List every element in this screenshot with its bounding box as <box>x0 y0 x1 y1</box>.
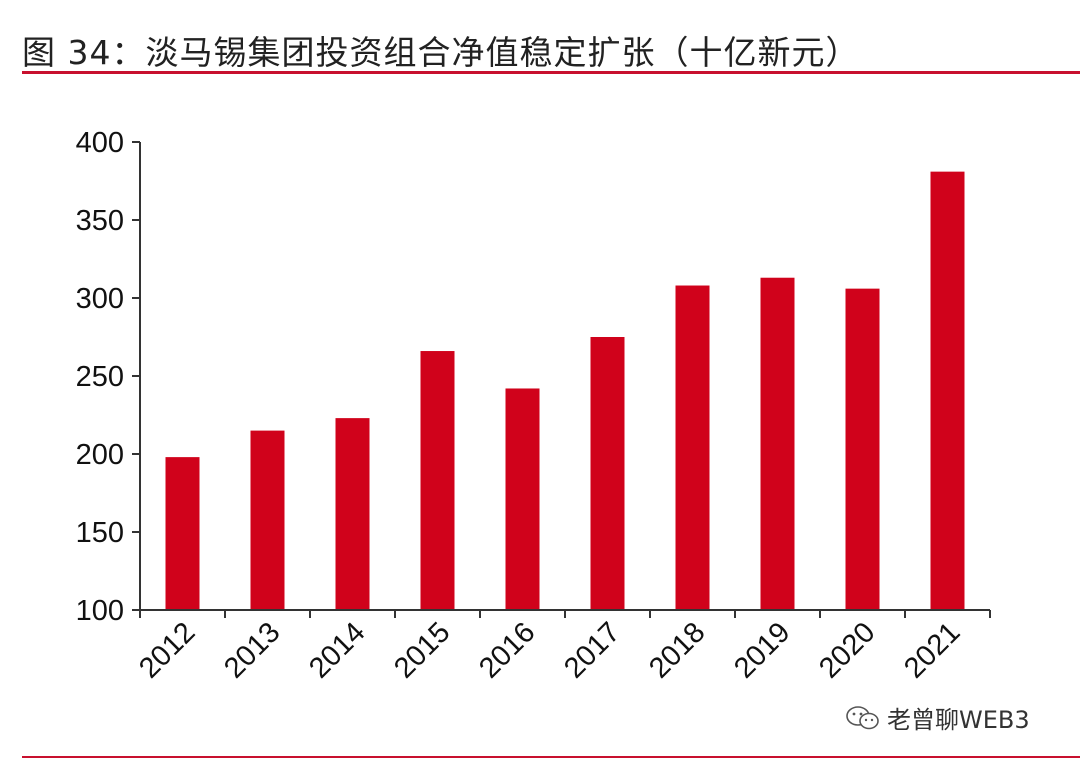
bottom-rule <box>22 756 1080 758</box>
bar-2017 <box>590 337 625 610</box>
bar-2021 <box>930 171 965 610</box>
watermark-text: 老曾聊WEB3 <box>887 706 1030 734</box>
bar-2016 <box>505 388 540 610</box>
bar-2019 <box>760 277 795 610</box>
y-tick-label: 300 <box>76 283 124 315</box>
x-tick-label-2017: 2017 <box>558 616 626 684</box>
x-tick-label-2013: 2013 <box>218 616 286 684</box>
bars-layer <box>165 171 965 610</box>
y-tick-labels: 100 150 200 250 300 350 400 <box>76 127 124 627</box>
x-tick-label-2019: 2019 <box>728 616 796 684</box>
y-tick-label: 350 <box>76 205 124 237</box>
wechat-icon <box>846 705 879 729</box>
y-tick-label: 250 <box>76 361 124 393</box>
x-tick-labels: 2012 2013 2014 2015 2016 2017 2018 2019 2020 2021 <box>133 616 966 684</box>
bar-2013 <box>250 430 285 610</box>
x-tick-label-2012: 2012 <box>133 616 201 684</box>
chart-title: 图 34：淡马锡集团投资组合净值稳定扩张（十亿新元） <box>22 33 860 72</box>
title-underline <box>22 71 1080 74</box>
watermark: 老曾聊WEB3 <box>845 700 1030 735</box>
bar-2012 <box>165 457 200 610</box>
bar-2014 <box>335 418 370 610</box>
y-tick-label: 400 <box>76 127 124 159</box>
y-tick-label: 100 <box>76 595 124 627</box>
y-tick-label: 200 <box>76 439 124 471</box>
x-tick-label-2016: 2016 <box>473 616 541 684</box>
y-tick-label: 150 <box>76 517 124 549</box>
bar-2015 <box>420 351 455 610</box>
x-tick-label-2018: 2018 <box>643 616 711 684</box>
x-tick-label-2014: 2014 <box>303 616 371 684</box>
axis-layer <box>132 141 991 618</box>
x-tick-label-2021: 2021 <box>898 616 966 684</box>
bar-2020 <box>845 288 880 610</box>
x-tick-label-2015: 2015 <box>388 616 456 684</box>
x-tick-label-2020: 2020 <box>813 616 881 684</box>
bar-2018 <box>675 285 710 610</box>
